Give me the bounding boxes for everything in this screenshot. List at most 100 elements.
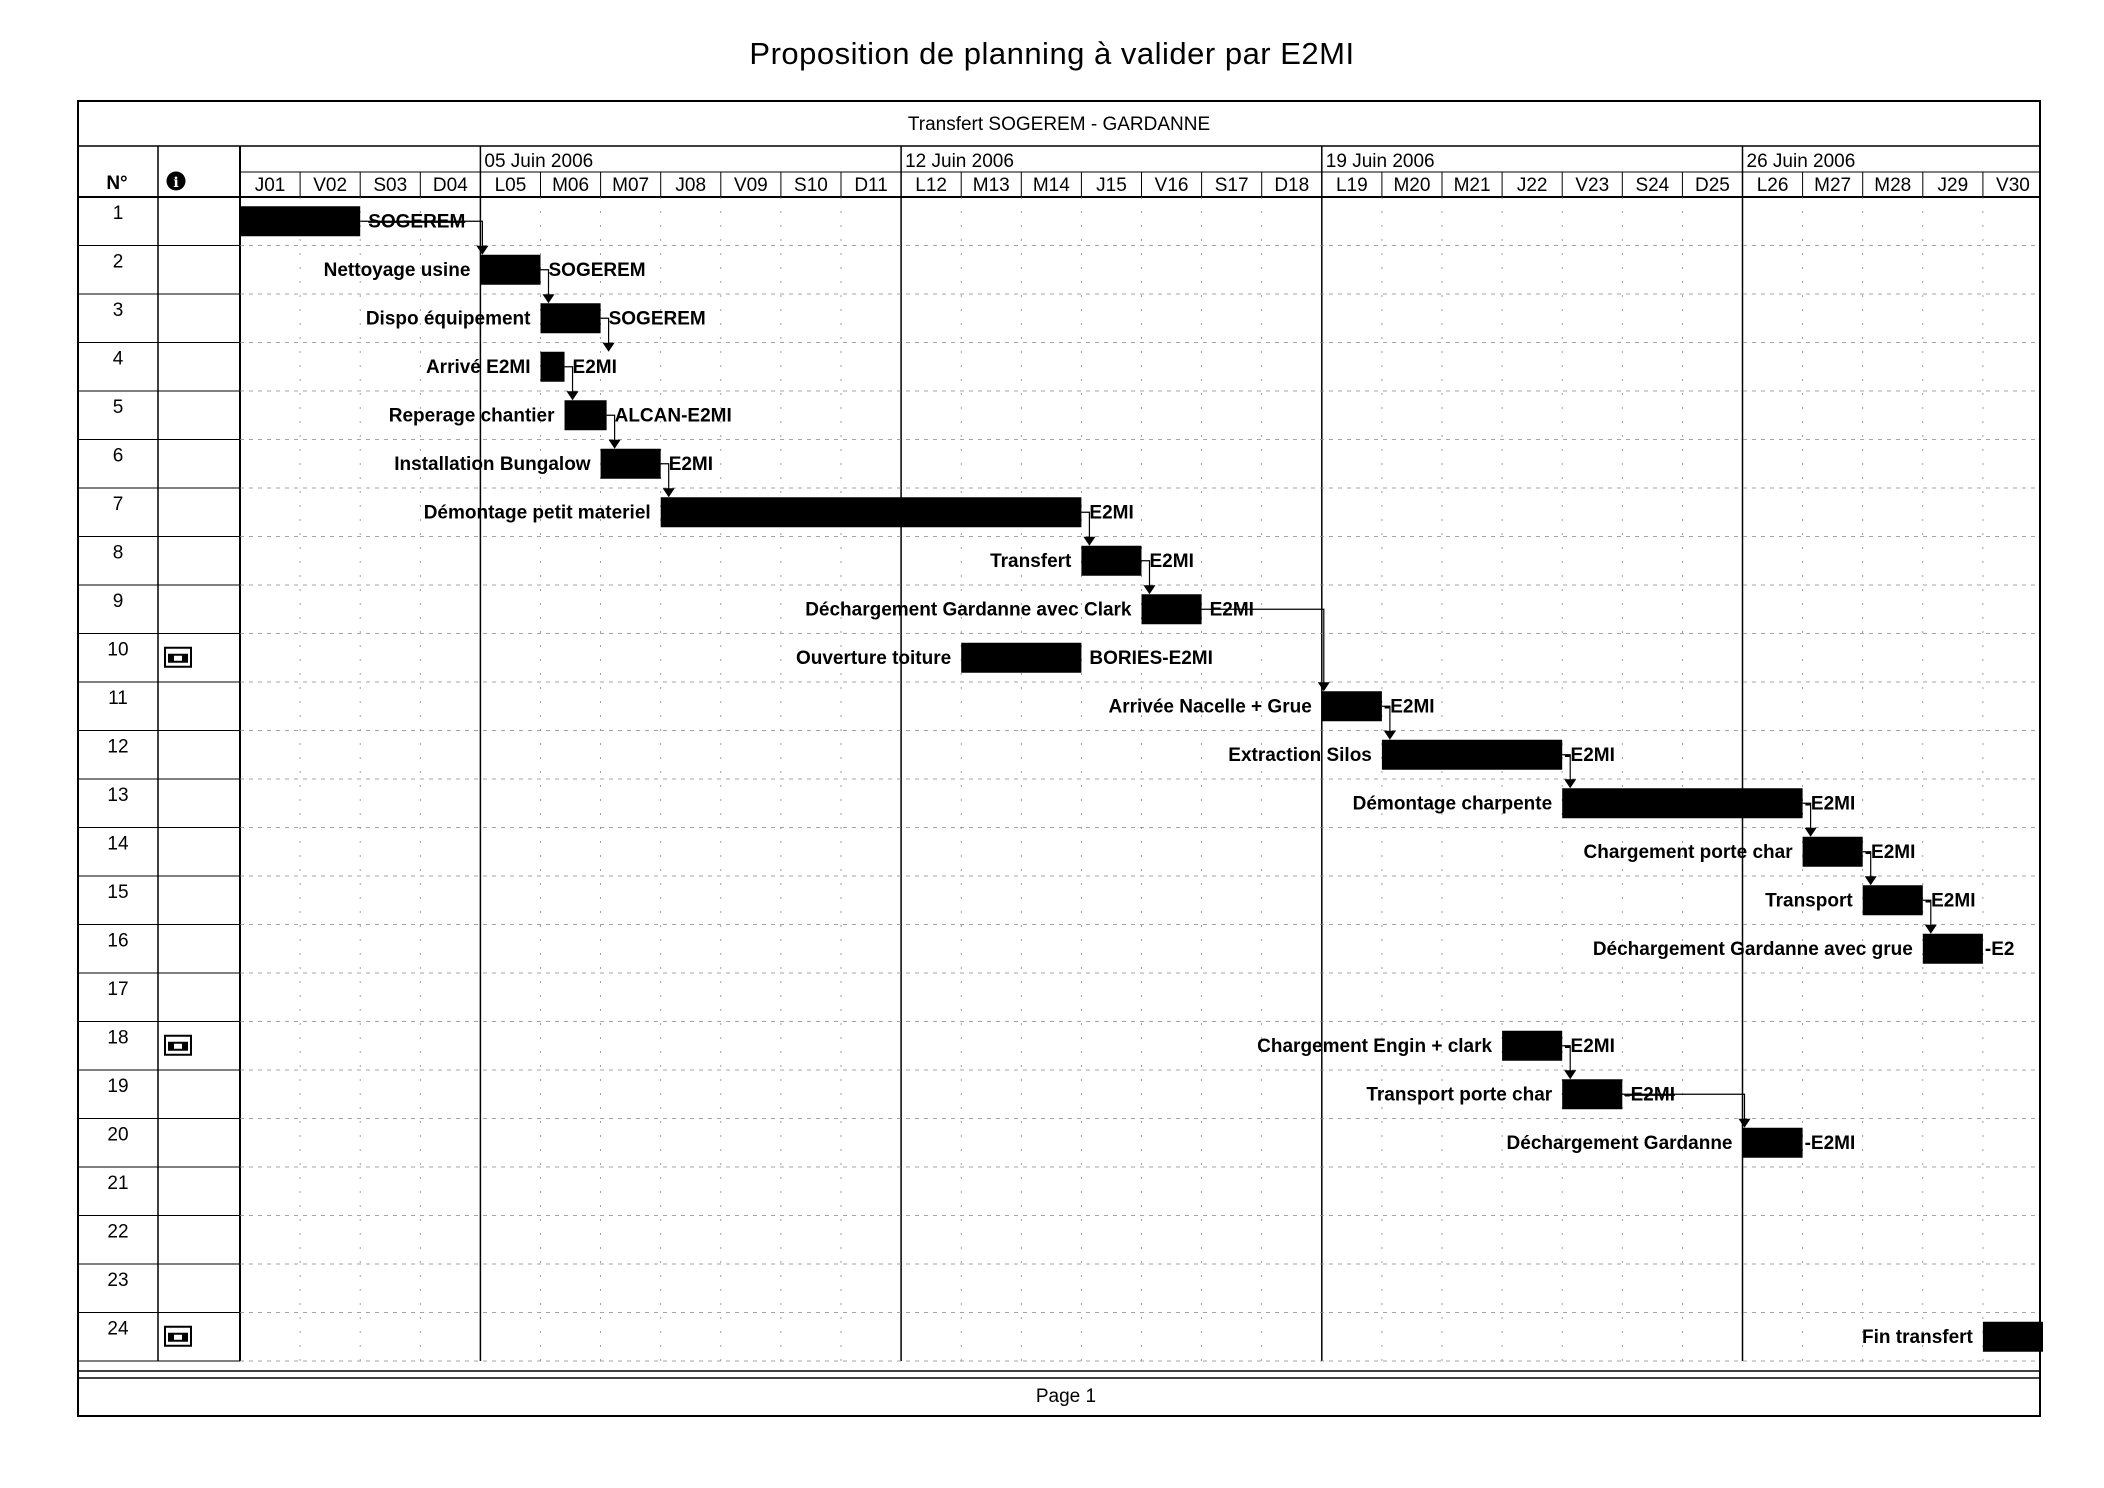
task-resource: -E2 <box>1985 939 2015 960</box>
task-bar <box>1562 788 1803 819</box>
dependency-arrow <box>1083 536 1096 546</box>
task-resource: -E2MI <box>1564 745 1615 766</box>
row-number: 9 <box>113 591 124 612</box>
row-number: 18 <box>107 1028 128 1049</box>
dependency-link <box>660 463 670 490</box>
day-label: D25 <box>1695 175 1730 196</box>
dependency-link <box>1141 560 1151 587</box>
calendar-icon-day <box>174 655 182 661</box>
day-label: V16 <box>1155 175 1189 196</box>
dependency-arrow <box>602 342 615 352</box>
day-label: M28 <box>1874 175 1911 196</box>
day-label: D11 <box>854 175 887 196</box>
row-number: 11 <box>108 688 128 709</box>
dependency-arrow <box>1804 827 1817 837</box>
day-label: D04 <box>433 175 468 196</box>
task-bar <box>600 448 661 479</box>
day-label: M07 <box>612 175 649 196</box>
row-number: 16 <box>107 931 128 952</box>
task-resource: SOGEREM <box>609 308 706 329</box>
day-label: S03 <box>373 175 407 196</box>
row-number: 17 <box>107 979 128 1000</box>
task-name: Reperage chantier <box>389 405 555 426</box>
week-label: 12 Juin 2006 <box>905 151 1014 172</box>
task-name: Transport <box>1765 890 1853 911</box>
dependency-arrow <box>1143 585 1156 595</box>
task-bar <box>1982 1321 2043 1352</box>
day-label: V30 <box>1996 175 2030 196</box>
row-number: 22 <box>107 1222 128 1243</box>
day-label: M27 <box>1814 175 1851 196</box>
task-name: Chargement porte char <box>1584 842 1794 863</box>
dependency-arrow <box>608 439 621 449</box>
task-bar <box>1742 1127 1803 1158</box>
dependency-arrow <box>1738 1118 1751 1128</box>
task-bar <box>564 400 607 431</box>
task-bar <box>1862 885 1923 916</box>
row-number: 14 <box>107 834 129 855</box>
task-name: Installation Bungalow <box>394 454 591 475</box>
week-label: 26 Juin 2006 <box>1747 151 1856 172</box>
task-resource: BORIES-E2MI <box>1089 648 1213 669</box>
dependency-link <box>540 269 550 296</box>
task-resource: -E2MI <box>1805 1133 1856 1154</box>
task-bar <box>540 303 601 334</box>
task-resource: -E2MI <box>1805 793 1856 814</box>
row-number: 2 <box>113 252 124 273</box>
task-bar <box>660 497 1082 528</box>
dependency-link <box>1562 754 1571 781</box>
task-name: Extraction Silos <box>1228 745 1372 766</box>
dependency-link <box>1802 802 1812 829</box>
day-label: L12 <box>915 175 947 196</box>
day-label: J01 <box>255 175 286 196</box>
info-icon <box>166 171 186 191</box>
dependency-arrow <box>1564 1070 1577 1080</box>
day-label: M14 <box>1033 175 1070 196</box>
row-number: 19 <box>107 1076 128 1097</box>
task-name: Déchargement Gardanne avec Clark <box>805 599 1132 620</box>
dependency-arrow <box>1564 779 1577 789</box>
day-label: V02 <box>313 175 347 196</box>
row-number: 7 <box>113 494 124 515</box>
day-label: M06 <box>552 175 589 196</box>
dependency-link <box>1922 899 1932 926</box>
dependency-link <box>1562 1045 1571 1072</box>
row-number: 21 <box>107 1173 128 1194</box>
task-bar <box>1502 1030 1563 1061</box>
task-resource: SOGEREM <box>549 260 646 281</box>
row-number: 3 <box>113 300 124 321</box>
task-bar <box>540 351 565 382</box>
task-bar <box>240 206 361 237</box>
calendar-icon-day <box>174 1334 182 1340</box>
row-number: 12 <box>107 737 128 758</box>
task-name: Déchargement Gardanne <box>1507 1133 1733 1154</box>
task-bar <box>961 642 1082 673</box>
task-resource: -E2MI <box>1925 890 1976 911</box>
row-number: 20 <box>107 1125 128 1146</box>
dependency-link <box>564 366 574 393</box>
row-number: 1 <box>113 203 124 224</box>
day-label: S17 <box>1215 175 1249 196</box>
task-name: Déchargement Gardanne avec grue <box>1593 939 1913 960</box>
row-number: 24 <box>107 1319 129 1340</box>
day-label: J08 <box>675 175 706 196</box>
row-number: 15 <box>107 882 128 903</box>
task-name: Démontage petit materiel <box>424 502 651 523</box>
dependency-arrow <box>1383 730 1396 740</box>
dependency-arrow <box>1317 682 1330 692</box>
dependency-link <box>1381 705 1391 732</box>
dependency-arrow <box>542 294 555 304</box>
task-resource: E2MI <box>1150 551 1194 572</box>
column-header-number: N° <box>106 173 127 194</box>
task-bar <box>1321 691 1382 722</box>
row-number: 23 <box>107 1270 128 1291</box>
task-resource: E2MI <box>669 454 713 475</box>
task-bar <box>1802 836 1863 867</box>
day-label: M13 <box>973 175 1010 196</box>
dependency-link <box>360 220 483 247</box>
calendar-icon-day <box>174 1043 182 1049</box>
day-label: J15 <box>1096 175 1127 196</box>
day-label: M20 <box>1393 175 1430 196</box>
task-name: Fin transfert <box>1862 1327 1974 1348</box>
